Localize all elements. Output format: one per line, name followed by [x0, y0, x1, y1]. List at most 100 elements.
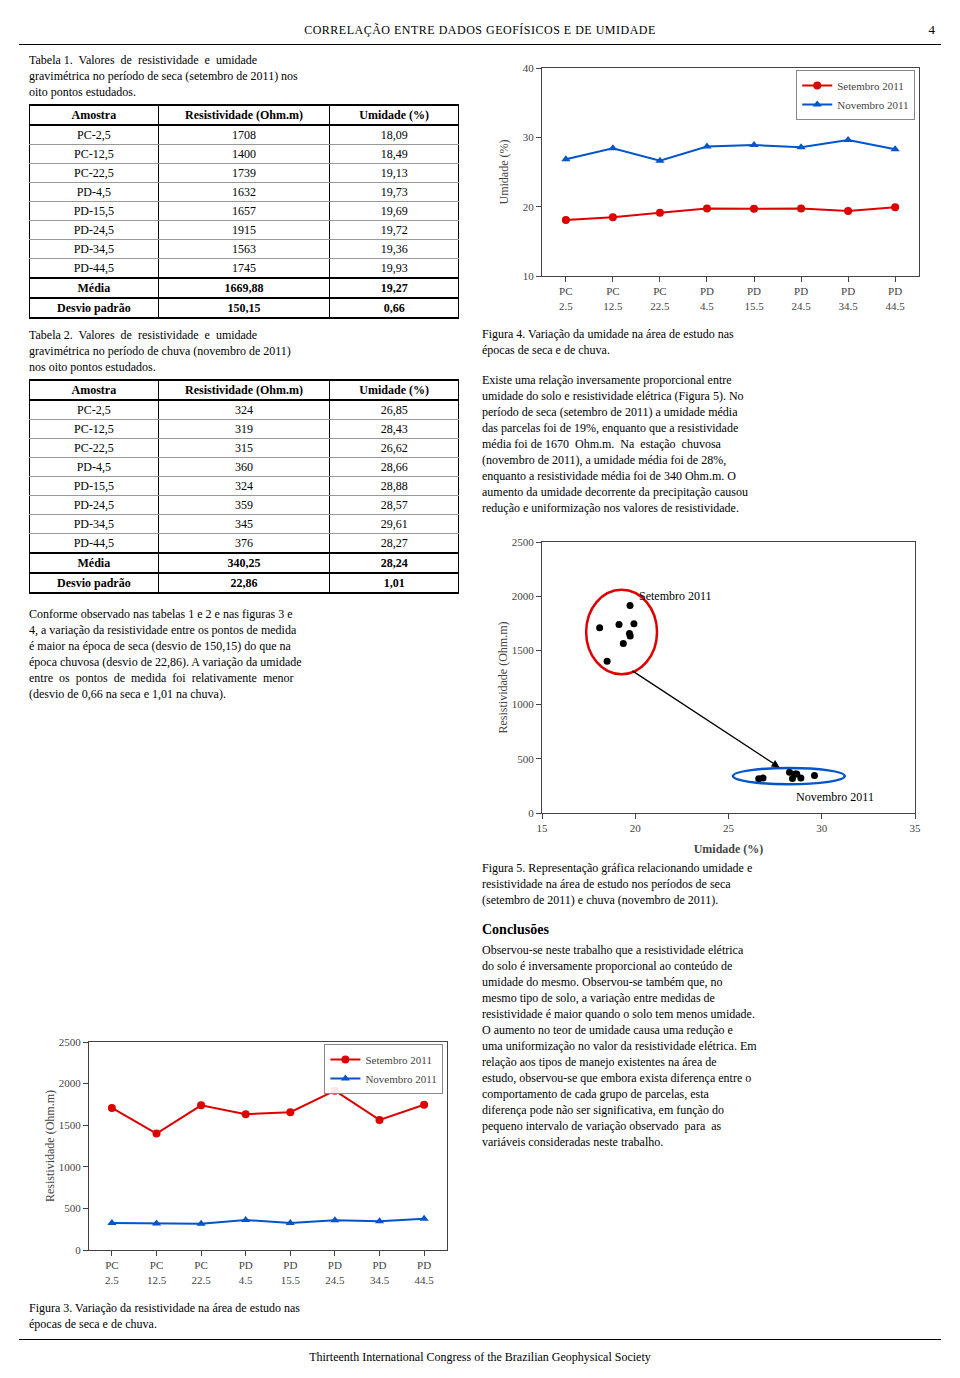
html-text:PD-34,5: PD-34,5	[73, 241, 114, 256]
html-text:1745: 1745	[232, 260, 256, 275]
svg-text:Novembro 2011: Novembro 2011	[365, 1073, 436, 1085]
html-text:PD-24,5: PD-24,5	[73, 497, 114, 512]
html-text:PD-24,5: PD-24,5	[73, 222, 114, 237]
svg-text:PD15.5: PD15.5	[744, 285, 764, 311]
html-text:28,88: 28,88	[380, 478, 408, 493]
html-text:PD-4,5: PD-4,5	[76, 459, 111, 474]
html-text:324: 324	[235, 402, 253, 417]
html-text:1708: 1708	[232, 127, 256, 142]
svg-text:PD24.5: PD24.5	[325, 1259, 345, 1285]
html-text:1669,88: 1669,88	[224, 280, 264, 295]
svg-text:1000: 1000	[59, 1161, 82, 1173]
html-text:26,85: 26,85	[380, 402, 408, 417]
svg-text:PD15.5: PD15.5	[281, 1259, 301, 1285]
svg-text:1500: 1500	[512, 644, 535, 656]
html-text:19,73: 19,73	[380, 184, 408, 199]
html-text:359: 359	[235, 497, 253, 512]
html-text:PD-15,5: PD-15,5	[73, 478, 114, 493]
svg-text:Novembro 2011: Novembro 2011	[837, 99, 908, 111]
html-text:Umidade (%): Umidade (%)	[359, 107, 429, 122]
svg-text:Setembro 2011: Setembro 2011	[837, 80, 904, 92]
svg-text:25: 25	[723, 822, 735, 834]
html-text:Amostra: Amostra	[71, 382, 117, 397]
html-text:PC-12,5: PC-12,5	[74, 421, 114, 436]
svg-text:1500: 1500	[59, 1119, 82, 1131]
html-text:28,43: 28,43	[380, 421, 408, 436]
svg-text:Resistividade (Ohm.m): Resistividade (Ohm.m)	[43, 1090, 57, 1202]
svg-text:0: 0	[75, 1244, 81, 1256]
svg-text:Resistividade (Ohm.m): Resistividade (Ohm.m)	[496, 622, 510, 734]
svg-text:15: 15	[537, 822, 549, 834]
svg-text:20: 20	[630, 822, 642, 834]
html-text:360: 360	[235, 459, 253, 474]
svg-text:PC22.5: PC22.5	[191, 1259, 211, 1285]
html-text:Desvio padrão: Desvio padrão	[57, 300, 131, 315]
svg-text:PD44.5: PD44.5	[886, 285, 906, 311]
html-text:1657: 1657	[232, 203, 256, 218]
svg-text:Novembro 2011: Novembro 2011	[796, 790, 874, 804]
svg-text:40: 40	[523, 62, 535, 74]
svg-text:Umidade (%): Umidade (%)	[694, 842, 764, 856]
html-text:PD-4,5: PD-4,5	[76, 184, 111, 199]
svg-text:PC12.5: PC12.5	[603, 285, 623, 311]
html-text:Média: Média	[77, 280, 111, 295]
html-text:19,72: 19,72	[380, 222, 408, 237]
svg-text:Setembro 2011: Setembro 2011	[365, 1054, 432, 1066]
svg-text:PC22.5: PC22.5	[650, 285, 670, 311]
svg-text:PC2.5: PC2.5	[559, 285, 573, 311]
svg-text:500: 500	[64, 1202, 81, 1214]
html-text:Amostra: Amostra	[71, 107, 117, 122]
svg-text:Setembro 2011: Setembro 2011	[639, 589, 712, 603]
html-text:0,66: 0,66	[383, 300, 405, 315]
html-text:Umidade (%): Umidade (%)	[359, 382, 429, 397]
html-text:1563: 1563	[232, 241, 256, 256]
html-text:Resistividade (Ohm.m): Resistividade (Ohm.m)	[185, 107, 303, 122]
html-text:PC-22,5: PC-22,5	[74, 440, 114, 455]
svg-text:PC2.5: PC2.5	[105, 1259, 119, 1285]
html-text:19,13: 19,13	[380, 165, 408, 180]
svg-text:Umidade (%): Umidade (%)	[497, 140, 511, 205]
svg-text:10: 10	[523, 270, 535, 282]
html-text:324: 324	[235, 478, 253, 493]
svg-text:PD34.5: PD34.5	[838, 285, 858, 311]
svg-text:30: 30	[816, 822, 828, 834]
html-text:28,66: 28,66	[380, 459, 408, 474]
html-text:19,93: 19,93	[380, 260, 408, 275]
html-text:PD-44,5: PD-44,5	[73, 260, 114, 275]
svg-text:500: 500	[517, 753, 534, 765]
svg-text:2000: 2000	[512, 590, 535, 602]
html-text:315: 315	[235, 440, 253, 455]
svg-text:2500: 2500	[512, 536, 535, 548]
svg-text:35: 35	[910, 822, 922, 834]
html-text:PC-22,5: PC-22,5	[74, 165, 114, 180]
html-text:1400: 1400	[232, 146, 256, 161]
svg-text:PD4.5: PD4.5	[239, 1259, 253, 1285]
html-text:19,27: 19,27	[380, 280, 408, 295]
svg-text:20: 20	[523, 201, 535, 213]
svg-text:1000: 1000	[512, 698, 535, 710]
svg-text:2500: 2500	[59, 1036, 82, 1048]
html-text:18,09: 18,09	[380, 127, 408, 142]
html-text:19,69: 19,69	[380, 203, 408, 218]
html-text:19,36: 19,36	[380, 241, 408, 256]
html-text:319: 319	[235, 421, 253, 436]
html-text:Resistividade (Ohm.m): Resistividade (Ohm.m)	[185, 382, 303, 397]
svg-text:PD34.5: PD34.5	[370, 1259, 390, 1285]
html-text:PC-2,5: PC-2,5	[77, 402, 111, 417]
html-text:150,15: 150,15	[227, 300, 261, 315]
svg-text:PC12.5: PC12.5	[147, 1259, 167, 1285]
html-text:PC-12,5: PC-12,5	[74, 146, 114, 161]
svg-text:PD4.5: PD4.5	[700, 285, 714, 311]
html-text:26,62: 26,62	[380, 440, 408, 455]
html-text:1915: 1915	[232, 222, 256, 237]
html-text:1632: 1632	[232, 184, 256, 199]
svg-text:PD44.5: PD44.5	[414, 1259, 434, 1285]
svg-text:2000: 2000	[59, 1077, 82, 1089]
html-text:PC-2,5: PC-2,5	[77, 127, 111, 142]
html-text:1739: 1739	[232, 165, 256, 180]
html-text:PD-15,5: PD-15,5	[73, 203, 114, 218]
svg-text:0: 0	[528, 807, 534, 819]
svg-text:PD24.5: PD24.5	[791, 285, 811, 311]
svg-text:30: 30	[523, 131, 535, 143]
html-text:18,49: 18,49	[380, 146, 408, 161]
